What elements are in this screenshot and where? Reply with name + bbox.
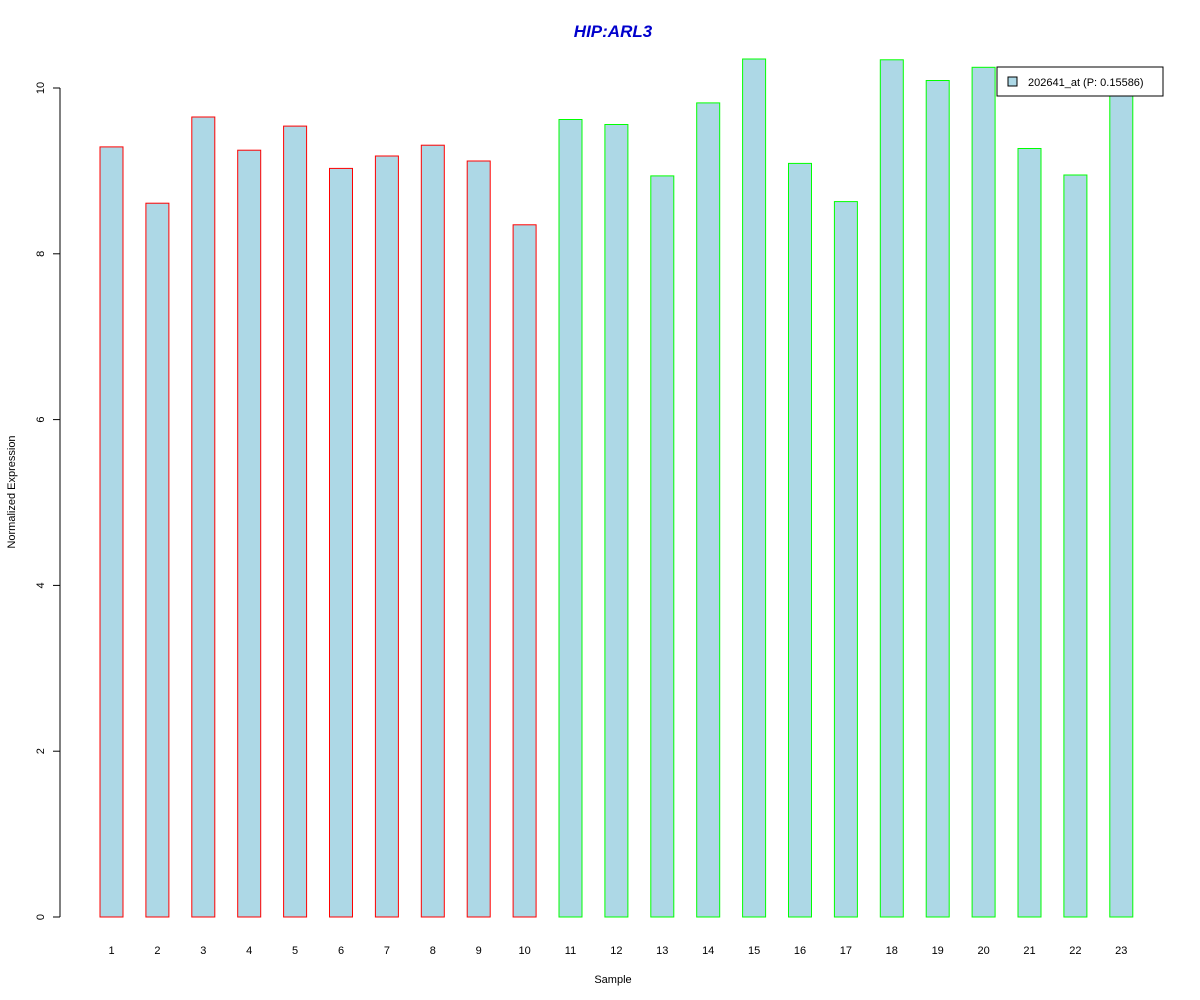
x-tick-label: 7 [384,945,390,957]
y-tick-label: 10 [35,82,47,94]
bars-group [99,58,1134,918]
bar [696,102,721,918]
bar [650,175,675,918]
y-tick-label: 8 [35,251,47,257]
bar [604,124,629,918]
x-tick-label: 21 [1023,945,1035,957]
x-tick-label: 20 [977,945,989,957]
bar [329,167,353,918]
bar [420,144,445,918]
bar [971,66,996,918]
x-tick-label: 2 [154,945,160,957]
bar [191,116,216,918]
x-axis-label: Sample [594,974,631,986]
y-tick-label: 0 [35,914,47,920]
x-tick-labels: 1 2 3 4 5 6 7 8 9 10 11 12 13 14 15 16 17 18 19 20 21 22 23 [108,945,1127,957]
x-tick-label: 5 [292,945,298,957]
y-tick-label: 4 [35,582,47,588]
bar [742,58,767,918]
x-tick-label: 14 [702,945,714,957]
y-tick-label: 2 [35,748,47,754]
x-tick-label: 6 [338,945,344,957]
bar [1109,94,1134,918]
x-tick-label: 22 [1069,945,1081,957]
x-tick-label: 3 [200,945,206,957]
y-tick-label: 6 [35,417,47,423]
legend-box [996,66,1164,97]
x-tick-label: 12 [610,945,622,957]
bar [99,146,124,918]
x-tick-label: 13 [656,945,668,957]
x-tick-label: 11 [565,945,576,957]
y-axis: 0 2 4 6 8 10 [35,82,61,920]
bar [466,160,491,918]
bar [879,59,904,918]
x-tick-label: 23 [1115,945,1127,957]
bar [558,119,583,918]
bar [512,224,537,918]
bar [145,202,170,918]
x-tick-label: 9 [476,945,482,957]
bar [833,201,858,918]
chart-title: HIP:ARL3 [574,22,653,41]
x-tick-label: 17 [840,945,852,957]
bar [788,162,812,918]
bar [925,80,950,918]
legend: 202641_at (P: 0.15586) [996,66,1164,97]
bar [1017,148,1042,918]
bar [237,149,262,918]
bar [283,125,308,918]
legend-swatch [1007,76,1018,87]
x-tick-label: 16 [794,945,806,957]
bar [374,155,399,918]
x-tick-label: 1 [108,945,114,957]
x-tick-label: 15 [748,945,760,957]
x-tick-label: 8 [430,945,436,957]
x-tick-label: 4 [246,945,252,957]
legend-label: 202641_at (P: 0.15586) [1028,77,1144,89]
x-tick-label: 18 [886,945,898,957]
x-tick-label: 10 [518,945,530,957]
bar [1063,174,1088,918]
x-tick-label: 19 [932,945,944,957]
y-axis-label: Normalized Expression [6,435,18,548]
